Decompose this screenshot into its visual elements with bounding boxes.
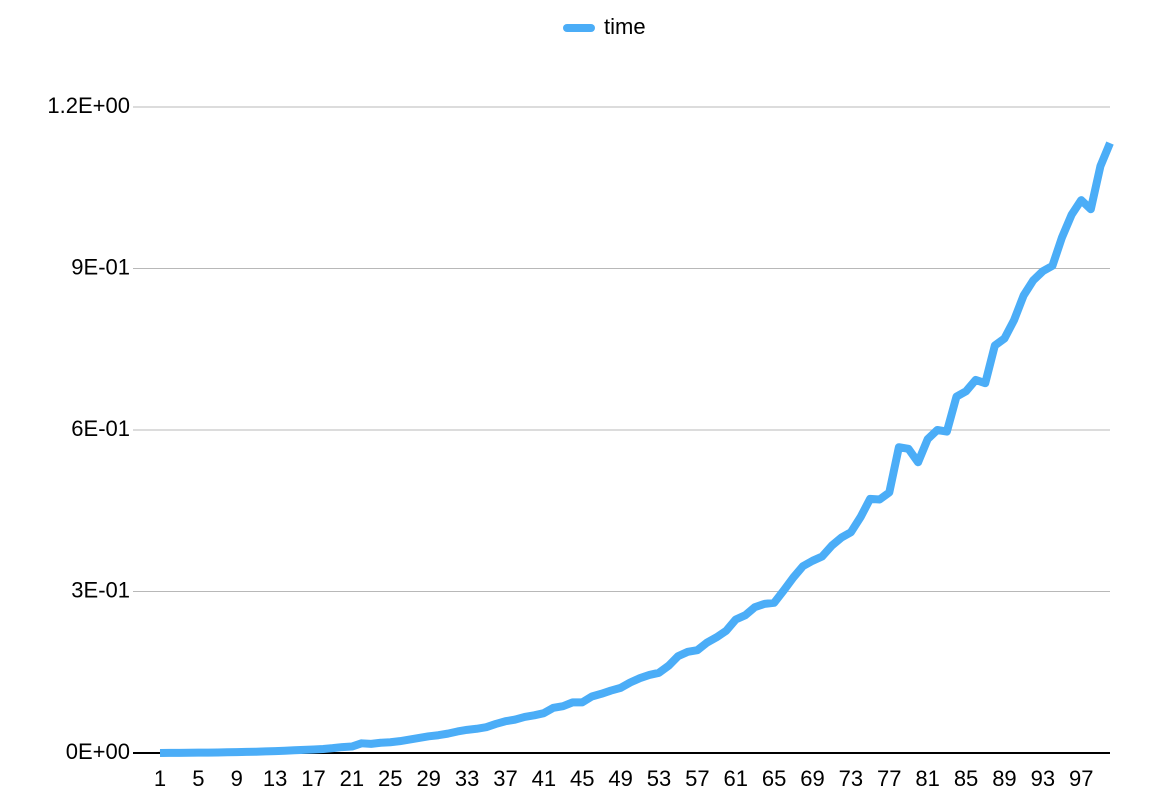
x-tick-label: 37: [493, 766, 517, 791]
series-line: [159, 141, 1114, 757]
x-tick-label: 49: [608, 766, 632, 791]
x-tick-label: 81: [915, 766, 939, 791]
x-tick-label: 25: [378, 766, 402, 791]
x-tick-label: 33: [455, 766, 479, 791]
y-tick-label: 0E+00: [66, 739, 130, 764]
x-tick-label: 97: [1069, 766, 1093, 791]
x-tick-label: 29: [416, 766, 440, 791]
x-tick-label: 21: [340, 766, 364, 791]
y-tick-label: 9E-01: [71, 254, 130, 279]
x-tick-label: 69: [800, 766, 824, 791]
y-tick-label: 1.2E+00: [47, 93, 130, 118]
x-tick-label: 13: [263, 766, 287, 791]
x-tick-label: 57: [685, 766, 709, 791]
y-tick-label: 6E-01: [71, 416, 130, 441]
x-tick-label: 1: [154, 766, 166, 791]
x-tick-label: 89: [992, 766, 1016, 791]
x-tick-label: 61: [724, 766, 748, 791]
x-tick-label: 93: [1031, 766, 1055, 791]
x-tick-label: 17: [301, 766, 325, 791]
x-tick-label: 73: [839, 766, 863, 791]
x-tick-label: 9: [231, 766, 243, 791]
x-tick-label: 45: [570, 766, 594, 791]
y-tick-label: 3E-01: [71, 577, 130, 602]
x-tick-label: 53: [647, 766, 671, 791]
x-tick-label: 5: [192, 766, 204, 791]
legend-label: time: [604, 14, 646, 39]
x-tick-label: 77: [877, 766, 901, 791]
x-tick-label: 65: [762, 766, 786, 791]
x-tick-label: 41: [532, 766, 556, 791]
x-tick-label: 85: [954, 766, 978, 791]
